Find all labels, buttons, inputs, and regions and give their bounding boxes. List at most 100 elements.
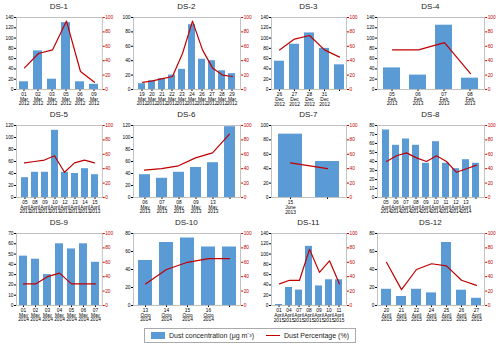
svg-text:60: 60 <box>125 249 131 254</box>
svg-text:40: 40 <box>487 58 493 63</box>
svg-text:80: 80 <box>8 147 14 152</box>
svg-text:0: 0 <box>11 87 14 92</box>
svg-text:13Octo2014: 13Octo2014 <box>140 308 151 323</box>
svg-text:07May2014: 07May2014 <box>90 308 101 323</box>
svg-text:70: 70 <box>8 231 14 236</box>
svg-text:40: 40 <box>125 267 131 272</box>
svg-text:05Mar2012: 05Mar2012 <box>61 92 72 107</box>
svg-text:60: 60 <box>105 44 111 49</box>
svg-text:60: 60 <box>243 152 249 157</box>
svg-text:10: 10 <box>8 293 14 298</box>
svg-text:06Feb2013: 06Feb2013 <box>413 92 424 107</box>
svg-text:0: 0 <box>487 195 490 200</box>
svg-text:80: 80 <box>263 262 269 267</box>
svg-text:08Feb2013: 08Feb2013 <box>465 92 476 107</box>
svg-text:80: 80 <box>369 123 375 128</box>
svg-text:40: 40 <box>105 58 111 63</box>
svg-text:20: 20 <box>349 73 355 78</box>
svg-text:27Dec2012: 27Dec2012 <box>289 92 300 107</box>
svg-text:40: 40 <box>349 166 355 171</box>
svg-text:30: 30 <box>8 272 14 277</box>
svg-text:05Feb2013: 05Feb2013 <box>387 92 398 107</box>
svg-text:80: 80 <box>125 147 131 152</box>
svg-text:60: 60 <box>243 44 249 49</box>
svg-text:80: 80 <box>243 137 249 142</box>
svg-text:40: 40 <box>349 58 355 63</box>
svg-text:60: 60 <box>487 44 493 49</box>
svg-text:22April2015: 22April2015 <box>411 308 422 323</box>
svg-text:20: 20 <box>125 183 131 188</box>
svg-text:100: 100 <box>349 123 357 128</box>
svg-text:20: 20 <box>487 181 493 186</box>
svg-text:06May2014: 06May2014 <box>78 308 89 323</box>
svg-text:04May2014: 04May2014 <box>54 308 65 323</box>
svg-text:100: 100 <box>349 15 357 20</box>
svg-text:100: 100 <box>366 36 374 41</box>
svg-text:80: 80 <box>487 245 493 250</box>
svg-text:06Mar2012: 06Mar2012 <box>75 92 86 107</box>
svg-text:60: 60 <box>8 56 14 61</box>
svg-text:03May2014: 03May2014 <box>42 308 53 323</box>
svg-text:60: 60 <box>349 152 355 157</box>
svg-text:20: 20 <box>8 77 14 82</box>
svg-text:80: 80 <box>369 46 375 51</box>
svg-text:30: 30 <box>369 168 375 173</box>
svg-text:100: 100 <box>6 36 14 41</box>
svg-text:60: 60 <box>263 56 269 61</box>
svg-text:60: 60 <box>263 272 269 277</box>
svg-text:140: 140 <box>6 15 14 20</box>
svg-text:60: 60 <box>105 152 111 157</box>
svg-text:09Mar2012: 09Mar2012 <box>89 92 100 107</box>
svg-text:05May2014: 05May2014 <box>66 308 77 323</box>
svg-text:60: 60 <box>487 260 493 265</box>
svg-text:40: 40 <box>105 166 111 171</box>
svg-text:27April2015: 27April2015 <box>471 308 482 323</box>
svg-text:20: 20 <box>263 293 269 298</box>
svg-text:10: 10 <box>369 186 375 191</box>
svg-text:40: 40 <box>8 171 14 176</box>
svg-text:100: 100 <box>260 252 268 257</box>
svg-text:120: 120 <box>6 25 14 30</box>
svg-text:20: 20 <box>105 289 111 294</box>
svg-text:60: 60 <box>8 159 14 164</box>
svg-text:60: 60 <box>263 152 269 157</box>
svg-text:80: 80 <box>243 245 249 250</box>
svg-text:80: 80 <box>349 29 355 34</box>
svg-text:140: 140 <box>260 231 268 236</box>
svg-text:60: 60 <box>105 260 111 265</box>
svg-text:0: 0 <box>105 87 108 92</box>
svg-text:16Octo2014: 16Octo2014 <box>203 308 214 323</box>
svg-text:0: 0 <box>105 195 108 200</box>
svg-text:100: 100 <box>349 231 357 236</box>
svg-text:80: 80 <box>8 46 14 51</box>
svg-text:20: 20 <box>487 289 493 294</box>
svg-text:0: 0 <box>372 303 375 308</box>
svg-text:100: 100 <box>260 36 268 41</box>
svg-text:20: 20 <box>125 285 131 290</box>
svg-text:20: 20 <box>263 181 269 186</box>
svg-text:31Dec2012: 31Dec2012 <box>319 92 330 107</box>
svg-text:20: 20 <box>8 282 14 287</box>
svg-text:20: 20 <box>105 181 111 186</box>
svg-text:100: 100 <box>243 231 251 236</box>
svg-text:0: 0 <box>487 87 490 92</box>
svg-text:140: 140 <box>366 15 374 20</box>
svg-text:0: 0 <box>105 303 108 308</box>
svg-text:0: 0 <box>266 87 269 92</box>
svg-text:120: 120 <box>260 241 268 246</box>
svg-text:08May2013: 08May2013 <box>173 200 184 215</box>
svg-text:80: 80 <box>125 231 131 236</box>
svg-text:40: 40 <box>8 66 14 71</box>
svg-text:40: 40 <box>263 282 269 287</box>
svg-text:100: 100 <box>243 123 251 128</box>
svg-text:0: 0 <box>11 303 14 308</box>
svg-text:20: 20 <box>125 73 131 78</box>
svg-text:80: 80 <box>349 245 355 250</box>
svg-text:20: 20 <box>243 181 249 186</box>
svg-text:0: 0 <box>349 303 352 308</box>
svg-text:13April2014: 13April2014 <box>461 200 472 215</box>
svg-text:50: 50 <box>8 252 14 257</box>
svg-text:20: 20 <box>263 77 269 82</box>
svg-text:50: 50 <box>369 150 375 155</box>
svg-text:15April2013: 15April2013 <box>90 200 101 215</box>
